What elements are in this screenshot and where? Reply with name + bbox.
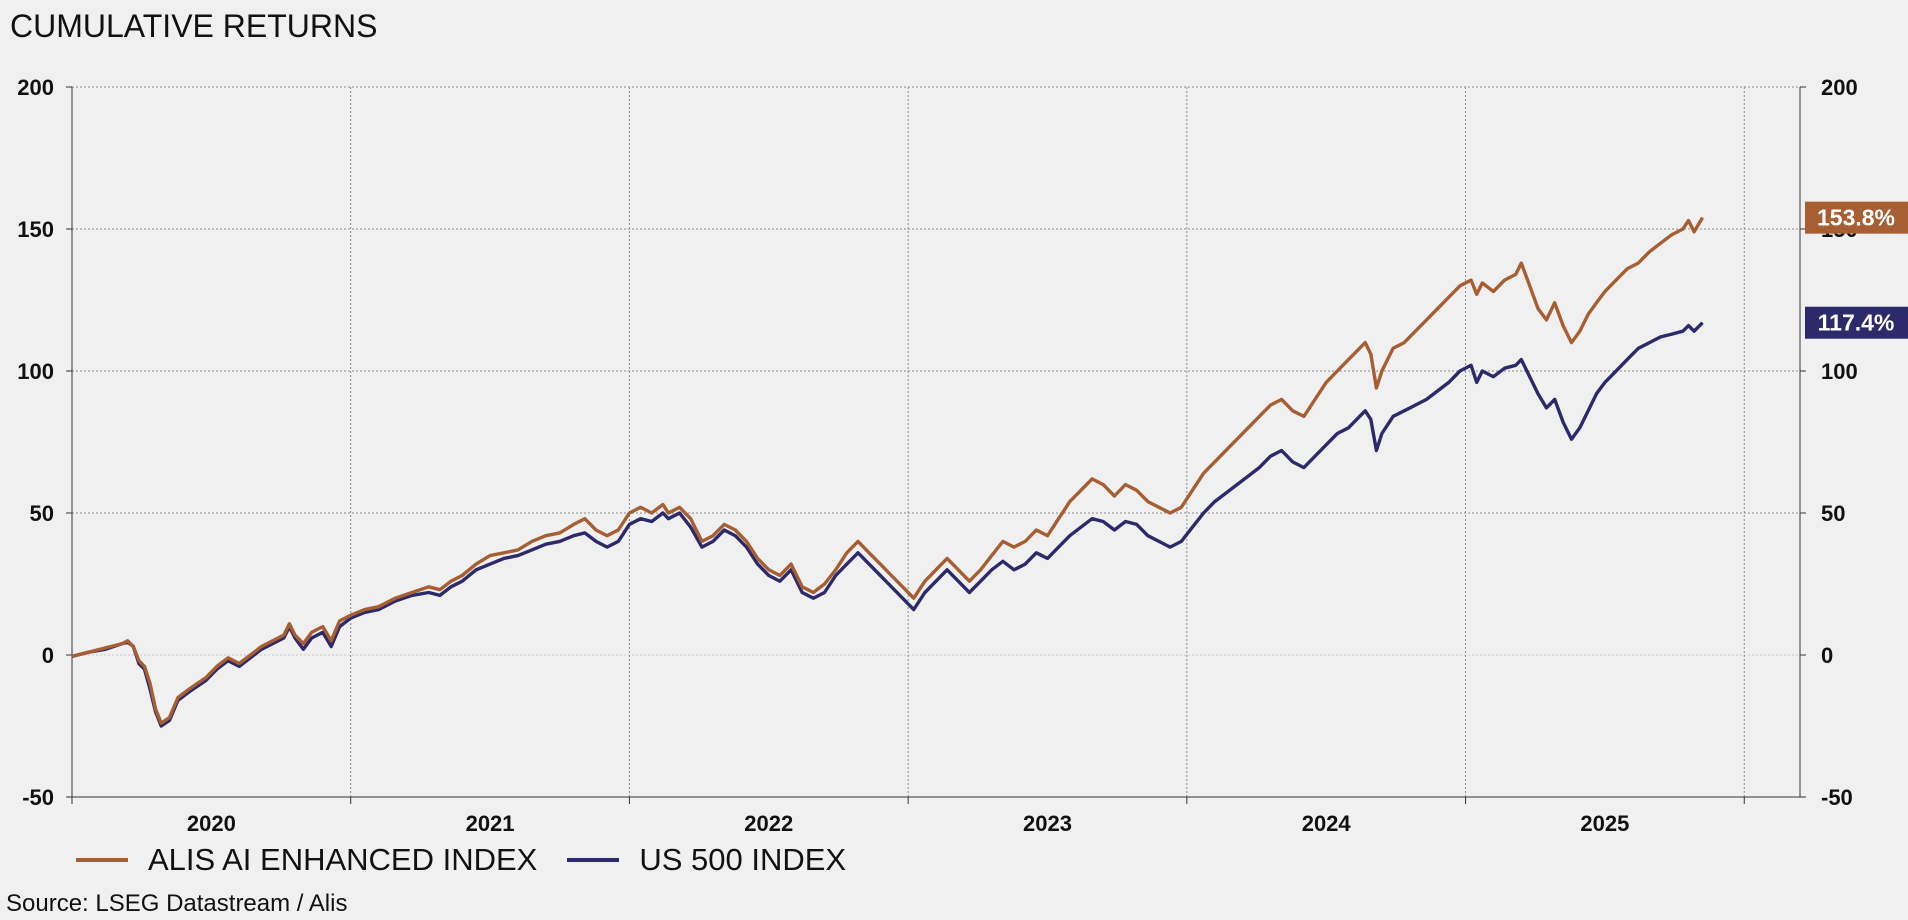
axes: -50-500050501001001501502002002020202120… — [17, 75, 1857, 836]
end-label-us500: 117.4% — [1818, 310, 1895, 336]
y-tick-label-right: -50 — [1821, 785, 1853, 810]
grid-lines — [72, 86, 1800, 797]
legend-item-us500: US 500 INDEX — [567, 842, 846, 878]
y-tick-label-left: 200 — [17, 75, 54, 100]
legend-swatch-alis — [76, 858, 128, 862]
end-label-bg-alis — [1805, 201, 1908, 234]
legend-item-alis: ALIS AI ENHANCED INDEX — [76, 842, 537, 878]
y-tick-label-left: 0 — [42, 643, 54, 668]
legend-swatch-us500 — [567, 858, 620, 862]
series-line-alis — [71, 216, 1704, 725]
end-label-bg-us500 — [1805, 306, 1908, 339]
end-labels: 153.8% 117.4% — [1805, 201, 1908, 339]
x-tick-label: 2022 — [744, 811, 793, 836]
y-tick-label-left: 150 — [17, 217, 54, 242]
source-note: Source: LSEG Datastream / Alis — [6, 890, 348, 917]
y-tick-label-right: 50 — [1821, 501, 1845, 526]
chart-title: CUMULATIVE RETURNS — [10, 8, 378, 44]
legend-label-alis: ALIS AI ENHANCED INDEX — [148, 842, 538, 877]
x-tick-label: 2025 — [1580, 811, 1629, 836]
series-lines — [71, 216, 1704, 728]
x-tick-label: 2020 — [187, 811, 236, 836]
y-tick-label-left: 100 — [17, 359, 54, 384]
y-tick-label-right: 0 — [1821, 643, 1833, 668]
x-tick-label: 2024 — [1302, 811, 1352, 836]
y-tick-label-right: 100 — [1821, 359, 1858, 384]
y-tick-label-right: 200 — [1821, 75, 1858, 100]
series-line-us500 — [71, 321, 1704, 728]
y-tick-label-left: -50 — [22, 785, 54, 810]
end-label-alis: 153.8% — [1817, 205, 1895, 231]
y-tick-label-left: 50 — [30, 501, 54, 526]
x-tick-label: 2023 — [1023, 811, 1072, 836]
legend: ALIS AI ENHANCED INDEX US 500 INDEX — [76, 842, 876, 878]
x-tick-label: 2021 — [466, 811, 515, 836]
legend-label-us500: US 500 INDEX — [639, 842, 847, 877]
